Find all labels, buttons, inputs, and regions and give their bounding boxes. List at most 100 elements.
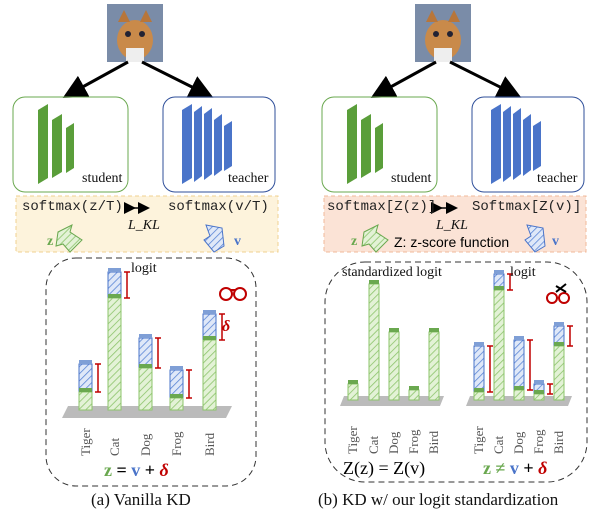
bar-cap: [369, 280, 379, 284]
category-label-cat: Cat: [491, 435, 506, 454]
student-logit-bar: [202, 339, 217, 411]
eq-delta: δ: [159, 460, 169, 480]
category-label-dog: Dog: [511, 431, 526, 454]
blue-arrow-icon-b: [524, 224, 546, 253]
kl-loss-b: L_KL: [436, 218, 468, 233]
category-label-bird: Bird: [426, 430, 441, 454]
formula-teacher-a: softmax(v/T): [168, 199, 269, 215]
bar-cap: [79, 388, 92, 392]
standardized-logit-title: standardized logit: [342, 265, 442, 280]
category-label-frog: Frog: [406, 429, 421, 454]
eq-delta: δ: [538, 458, 548, 478]
eq-z: z: [104, 460, 112, 480]
student-logit-bar: [347, 383, 359, 401]
student-logit-bar: [513, 389, 525, 401]
bar-cap: [554, 322, 564, 326]
z-label-a: z: [47, 234, 54, 249]
teacher-box-a: [162, 96, 276, 193]
student-logit-bar: [493, 289, 505, 401]
student-logit-bar: [553, 345, 565, 401]
student-logit-bar: [388, 331, 400, 401]
teacher-box-b: [471, 96, 585, 193]
logit-panel-a: [45, 257, 257, 487]
bar-cap: [139, 364, 152, 368]
zscore-text: Z: z-score function: [394, 234, 510, 250]
platform-b2: [466, 396, 572, 406]
student-logit-bar: [138, 367, 153, 411]
student-logit-bar: [368, 283, 380, 401]
category-label-dog: Dog: [138, 433, 153, 456]
bar-cap: [494, 270, 504, 274]
student-logit-bar: [428, 331, 440, 401]
category-label-frog: Frog: [169, 431, 184, 456]
category-label-cat: Cat: [366, 435, 381, 454]
bar-cap: [514, 386, 524, 390]
teacher-logit-bar: [473, 345, 485, 393]
eq-v: v: [509, 458, 519, 478]
bar-cap: [534, 390, 544, 394]
eq-plus: +: [144, 460, 156, 480]
green-arrow-icon-b: [361, 224, 389, 253]
platform-a: [62, 406, 232, 418]
bar-cap: [203, 310, 216, 314]
handcuffs-icon: [219, 287, 247, 301]
kl-loss-a: L_KL: [128, 218, 160, 233]
logit-panel-b: [324, 261, 588, 483]
eq-v: v: [131, 460, 141, 480]
teacher-logit-bar: [78, 363, 93, 393]
formula-student-a: softmax(z/T): [22, 199, 123, 215]
cat-image-a: [107, 4, 163, 62]
bar-cap: [139, 334, 152, 338]
eq-equals: =: [116, 460, 127, 480]
caption-b: (b) KD w/ our logit standardization: [318, 490, 559, 509]
blue-arrow-icon-a: [203, 224, 225, 253]
teacher-logit-bar: [513, 339, 525, 391]
bar-cap: [389, 328, 399, 332]
bar-cap: [514, 336, 524, 340]
cat-image-b: [415, 4, 471, 62]
student-logit-bar: [107, 297, 122, 411]
student-network-icon-a: [38, 104, 74, 184]
eq-plus: +: [523, 458, 534, 478]
student-logit-bar: [473, 391, 485, 401]
teacher-label-b: teacher: [537, 171, 578, 186]
bar-cap: [409, 386, 419, 390]
v-label-b: v: [552, 234, 559, 249]
bar-cap: [203, 336, 216, 340]
bar-cap: [429, 328, 439, 332]
green-arrow-icon-a: [55, 224, 83, 253]
bar-cap: [474, 342, 484, 346]
formula-teacher-b: Softmax[Z(v)]: [472, 199, 582, 215]
bar-cap: [79, 360, 92, 364]
eq-z: z: [483, 458, 491, 478]
bar-cap: [534, 380, 544, 384]
student-logit-bar: [533, 393, 545, 401]
logit-title-a: logit: [131, 261, 157, 276]
bar-cap: [348, 380, 358, 384]
student-label-b: student: [391, 171, 432, 186]
student-label-a: student: [82, 171, 123, 186]
caption-a: (a) Vanilla KD: [91, 490, 191, 509]
category-label-tiger: Tiger: [471, 426, 486, 454]
bar-cap: [108, 294, 121, 298]
teacher-label-a: teacher: [228, 171, 269, 186]
category-label-bird: Bird: [551, 430, 566, 454]
logit-title-b: logit: [510, 265, 536, 280]
equation-b-left: Z(z) = Z(v): [343, 458, 425, 478]
category-label-tiger: Tiger: [345, 426, 360, 454]
bar-cap: [170, 394, 183, 398]
category-label-frog: Frog: [531, 429, 546, 454]
category-label-cat: Cat: [107, 437, 122, 456]
teacher-logit-bar: [169, 369, 184, 399]
student-box-b: [321, 96, 438, 193]
student-logit-bar: [169, 397, 184, 411]
student-network-icon-b: [347, 104, 383, 184]
category-label-tiger: Tiger: [78, 428, 93, 456]
category-label-dog: Dog: [386, 431, 401, 454]
bar-cap: [494, 286, 504, 290]
delta-mark: δ: [222, 318, 231, 335]
bar-cap: [170, 366, 183, 370]
scissors-handcuffs-icon: [546, 283, 570, 304]
